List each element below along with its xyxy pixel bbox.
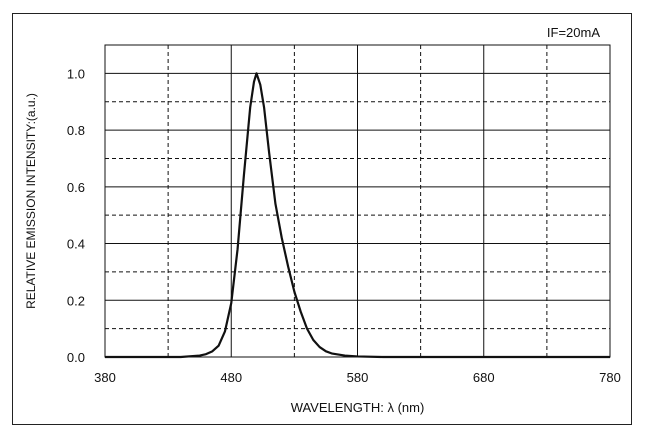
x-tick-label: 580 <box>347 370 369 385</box>
x-tick-label: 680 <box>473 370 495 385</box>
y-tick-label: 0.4 <box>67 237 85 252</box>
y-tick-label: 0.6 <box>67 180 85 195</box>
y-tick-label: 0.8 <box>67 123 85 138</box>
chart-frame: 380 480 580 680 780 0.0 0.2 0.4 0.6 0.8 1.0 IF=20… <box>12 13 632 425</box>
y-tick-label: 0.2 <box>67 293 85 308</box>
chart: 380 480 580 680 780 0.0 0.2 0.4 0.6 0.8 1.0 IF=20… <box>24 25 621 415</box>
y-tick-labels: 0.0 0.2 0.4 0.6 0.8 1.0 <box>67 66 85 365</box>
y-tick-label: 0.0 <box>67 350 85 365</box>
test-condition-label: IF=20mA <box>547 25 600 40</box>
series-layer <box>105 72 610 359</box>
spectrum-line <box>105 72 610 359</box>
grid <box>105 44 610 357</box>
x-tick-label: 480 <box>220 370 242 385</box>
y-axis-label: RELATIVE EMISSION INTENSITY:(a.u.) <box>24 93 38 309</box>
x-tick-label: 780 <box>599 370 621 385</box>
x-tick-labels: 380 480 580 680 780 <box>94 370 621 385</box>
x-tick-label: 380 <box>94 370 116 385</box>
x-axis-label: WAVELENGTH: λ (nm) <box>291 400 425 415</box>
plot-area-border <box>104 44 611 358</box>
y-tick-label: 1.0 <box>67 66 85 81</box>
